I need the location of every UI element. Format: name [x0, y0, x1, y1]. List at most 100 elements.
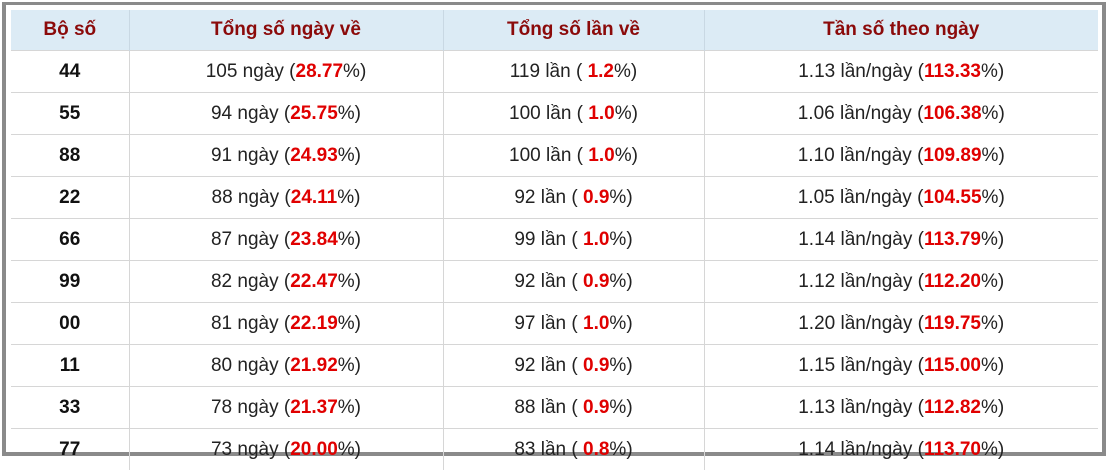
stat-cell: 88 lần ( 0.9%) [443, 387, 704, 429]
cell-text: 88 ngày ( [212, 187, 291, 208]
stat-cell: 92 lần ( 0.9%) [443, 261, 704, 303]
number-cell: 00 [11, 303, 129, 345]
cell-text: %) [338, 103, 361, 124]
stat-cell: 99 lần ( 1.0%) [443, 219, 704, 261]
stat-cell: 92 lần ( 0.9%) [443, 345, 704, 387]
percent-value: 119.75 [924, 313, 981, 334]
percent-value: 24.11 [291, 187, 338, 208]
stat-cell: 92 lần ( 0.9%) [443, 177, 704, 219]
percent-value: 113.70 [924, 439, 981, 460]
percent-value: 113.33 [924, 61, 981, 82]
stat-cell: 1.05 lần/ngày (104.55%) [704, 177, 1098, 219]
stat-cell: 119 lần ( 1.2%) [443, 51, 704, 93]
cell-text: %) [982, 103, 1005, 124]
cell-text: 1.14 lần/ngày ( [798, 439, 924, 460]
cell-text: %) [609, 397, 632, 418]
cell-text: %) [609, 313, 632, 334]
cell-text: 87 ngày ( [211, 229, 290, 250]
percent-value: 109.89 [923, 145, 981, 166]
cell-text: 88 lần ( [514, 397, 583, 418]
column-header: Tổng số lần về [443, 10, 704, 51]
number-cell: 77 [11, 429, 129, 470]
number-cell: 88 [11, 135, 129, 177]
cell-text: 94 ngày ( [211, 103, 290, 124]
cell-text: %) [338, 355, 361, 376]
stat-cell: 1.20 lần/ngày (119.75%) [704, 303, 1098, 345]
stat-cell: 1.15 lần/ngày (115.00%) [704, 345, 1098, 387]
cell-text: %) [614, 61, 637, 82]
number-cell: 99 [11, 261, 129, 303]
number-cell: 22 [11, 177, 129, 219]
cell-text: %) [338, 439, 361, 460]
cell-text: 100 lần ( [509, 103, 588, 124]
percent-value: 0.9 [583, 355, 609, 376]
cell-text: %) [338, 229, 361, 250]
cell-text: 1.15 lần/ngày ( [798, 355, 924, 376]
number-cell: 44 [11, 51, 129, 93]
stat-cell: 87 ngày (23.84%) [129, 219, 443, 261]
cell-text: %) [609, 187, 632, 208]
percent-value: 1.0 [588, 103, 614, 124]
percent-value: 20.00 [290, 439, 338, 460]
cell-text: %) [337, 187, 360, 208]
cell-text: %) [981, 61, 1004, 82]
percent-value: 104.55 [923, 187, 981, 208]
percent-value: 1.0 [583, 313, 609, 334]
cell-text: 82 ngày ( [211, 271, 290, 292]
cell-text: %) [981, 313, 1004, 334]
cell-text: %) [615, 103, 638, 124]
cell-text: 105 ngày ( [206, 61, 296, 82]
number-cell: 33 [11, 387, 129, 429]
stat-cell: 80 ngày (21.92%) [129, 345, 443, 387]
cell-text: %) [609, 439, 632, 460]
percent-value: 24.93 [290, 145, 338, 166]
cell-text: %) [338, 271, 361, 292]
number-cell: 55 [11, 93, 129, 135]
cell-text: %) [981, 355, 1004, 376]
number-cell: 66 [11, 219, 129, 261]
cell-text: 1.14 lần/ngày ( [798, 229, 924, 250]
cell-text: %) [609, 229, 632, 250]
percent-value: 25.75 [290, 103, 338, 124]
percent-value: 1.0 [583, 229, 609, 250]
percent-value: 0.9 [583, 187, 609, 208]
percent-value: 21.37 [290, 397, 338, 418]
cell-text: 1.05 lần/ngày ( [798, 187, 924, 208]
stat-cell: 1.14 lần/ngày (113.70%) [704, 429, 1098, 470]
stat-cell: 100 lần ( 1.0%) [443, 135, 704, 177]
stat-cell: 1.14 lần/ngày (113.79%) [704, 219, 1098, 261]
stat-cell: 1.13 lần/ngày (113.33%) [704, 51, 1098, 93]
cell-text: %) [338, 145, 361, 166]
cell-text: %) [981, 229, 1004, 250]
percent-value: 22.19 [290, 313, 338, 334]
cell-text: %) [981, 397, 1004, 418]
cell-text: 81 ngày ( [211, 313, 290, 334]
cell-text: 1.13 lần/ngày ( [798, 397, 924, 418]
cell-text: 100 lần ( [509, 145, 588, 166]
cell-text: 99 lần ( [514, 229, 583, 250]
percent-value: 115.00 [924, 355, 981, 376]
cell-text: 1.12 lần/ngày ( [798, 271, 924, 292]
stat-cell: 1.12 lần/ngày (112.20%) [704, 261, 1098, 303]
cell-text: %) [615, 145, 638, 166]
number-cell: 11 [11, 345, 129, 387]
cell-text: 92 lần ( [514, 187, 583, 208]
percent-value: 0.9 [583, 397, 609, 418]
stat-cell: 1.06 lần/ngày (106.38%) [704, 93, 1098, 135]
cell-text: 92 lần ( [514, 271, 583, 292]
column-header: Tần số theo ngày [704, 10, 1098, 51]
stat-cell: 73 ngày (20.00%) [129, 429, 443, 470]
cell-text: 97 lần ( [514, 313, 583, 334]
cell-text: %) [981, 271, 1004, 292]
